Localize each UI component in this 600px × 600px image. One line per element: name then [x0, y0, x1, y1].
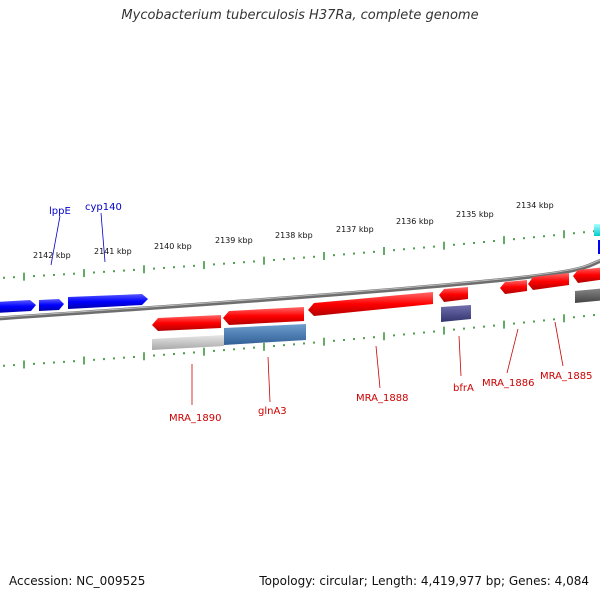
callout-MRA_1886: [506, 328, 519, 374]
ruler-labels: 2142 kbp 2141 kbp 2140 kbp 2139 kbp 2138…: [33, 201, 554, 260]
gene-MRA_1885[interactable]: [528, 273, 569, 290]
gene-label-MRA_1886[interactable]: MRA_1886: [482, 378, 534, 389]
callout-cyp140: [100, 212, 106, 263]
gene-label-MRA_1885[interactable]: MRA_1885: [540, 371, 592, 382]
gene-label-bfrA[interactable]: bfrA: [453, 383, 474, 394]
outer-ruler-track: [3, 230, 595, 281]
ruler-label-2134: 2134 kbp: [516, 201, 554, 210]
ruler-label-2137: 2137 kbp: [336, 225, 374, 234]
gene-MRA_1890[interactable]: [152, 315, 221, 331]
genome-backbone: [0, 258, 600, 321]
reverse-genes: [152, 267, 600, 331]
feature-grey[interactable]: [152, 335, 224, 350]
inner-ruler-track: [3, 314, 595, 369]
gene-label-MRA_1890[interactable]: MRA_1890: [169, 413, 221, 424]
gene-cyan-edge[interactable]: [594, 224, 600, 236]
genome-backbone-highlight: [0, 259, 600, 318]
topology-text: Topology: circular; Length: 4,419,977 bp…: [259, 574, 589, 588]
gene-label-lppE[interactable]: lppE: [49, 206, 71, 217]
gene-MRA_1888[interactable]: [308, 292, 433, 316]
feature-dark-edge[interactable]: [575, 288, 600, 303]
ruler-label-2141: 2141 kbp: [94, 247, 132, 256]
feature-track: [152, 288, 600, 350]
accession-text: Accession: NC_009525: [9, 574, 146, 588]
gene-lppE-cyp140[interactable]: [68, 294, 148, 309]
callout-bfrA: [458, 335, 462, 377]
gene-forward-1[interactable]: [0, 300, 36, 313]
callout-MRA_1885: [554, 321, 564, 367]
callout-glnA3: [267, 356, 271, 403]
ruler-label-2140: 2140 kbp: [154, 242, 192, 251]
gene-bfrA[interactable]: [439, 287, 468, 302]
callout-MRA_1888: [375, 345, 381, 389]
feature-bfrA-navy[interactable]: [441, 305, 471, 322]
gene-label-cyp140[interactable]: cyp140: [85, 202, 122, 213]
map-title: Mycobacterium tuberculosis H37Ra, comple…: [121, 8, 479, 23]
ruler-label-2138: 2138 kbp: [275, 231, 313, 240]
gene-forward-2[interactable]: [39, 299, 64, 311]
ruler-label-2136: 2136 kbp: [396, 217, 434, 226]
feature-glnA3-steel[interactable]: [224, 324, 306, 345]
ruler-label-2139: 2139 kbp: [215, 236, 253, 245]
gene-label-glnA3[interactable]: glnA3: [258, 406, 287, 417]
ruler-label-2142: 2142 kbp: [33, 251, 71, 260]
gene-MRA_1886[interactable]: [500, 280, 527, 294]
ruler-label-2135: 2135 kbp: [456, 210, 494, 219]
gene-label-MRA_1888[interactable]: MRA_1888: [356, 393, 408, 404]
callout-lppE: [50, 215, 61, 266]
gene-glnA3[interactable]: [223, 307, 304, 325]
reverse-gene-labels: MRA_1890 glnA3 MRA_1888 bfrA MRA_1886 MR…: [169, 321, 592, 424]
forward-gene-labels: lppE cyp140: [49, 202, 122, 266]
gene-reverse-edge[interactable]: [573, 267, 600, 283]
